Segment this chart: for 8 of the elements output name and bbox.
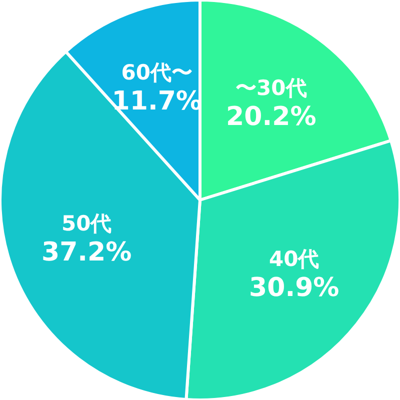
data-label: 37.2% (41, 238, 132, 268)
slice-label: 〜30代 (236, 76, 307, 100)
data-label: 20.2% (226, 102, 316, 132)
slice-label: 60代〜 (121, 60, 192, 85)
slice-label: 40代 (269, 246, 320, 271)
data-label: 11.7% (112, 86, 202, 117)
slice-label: 50代 (61, 212, 112, 236)
data-label: 30.9% (249, 272, 340, 303)
